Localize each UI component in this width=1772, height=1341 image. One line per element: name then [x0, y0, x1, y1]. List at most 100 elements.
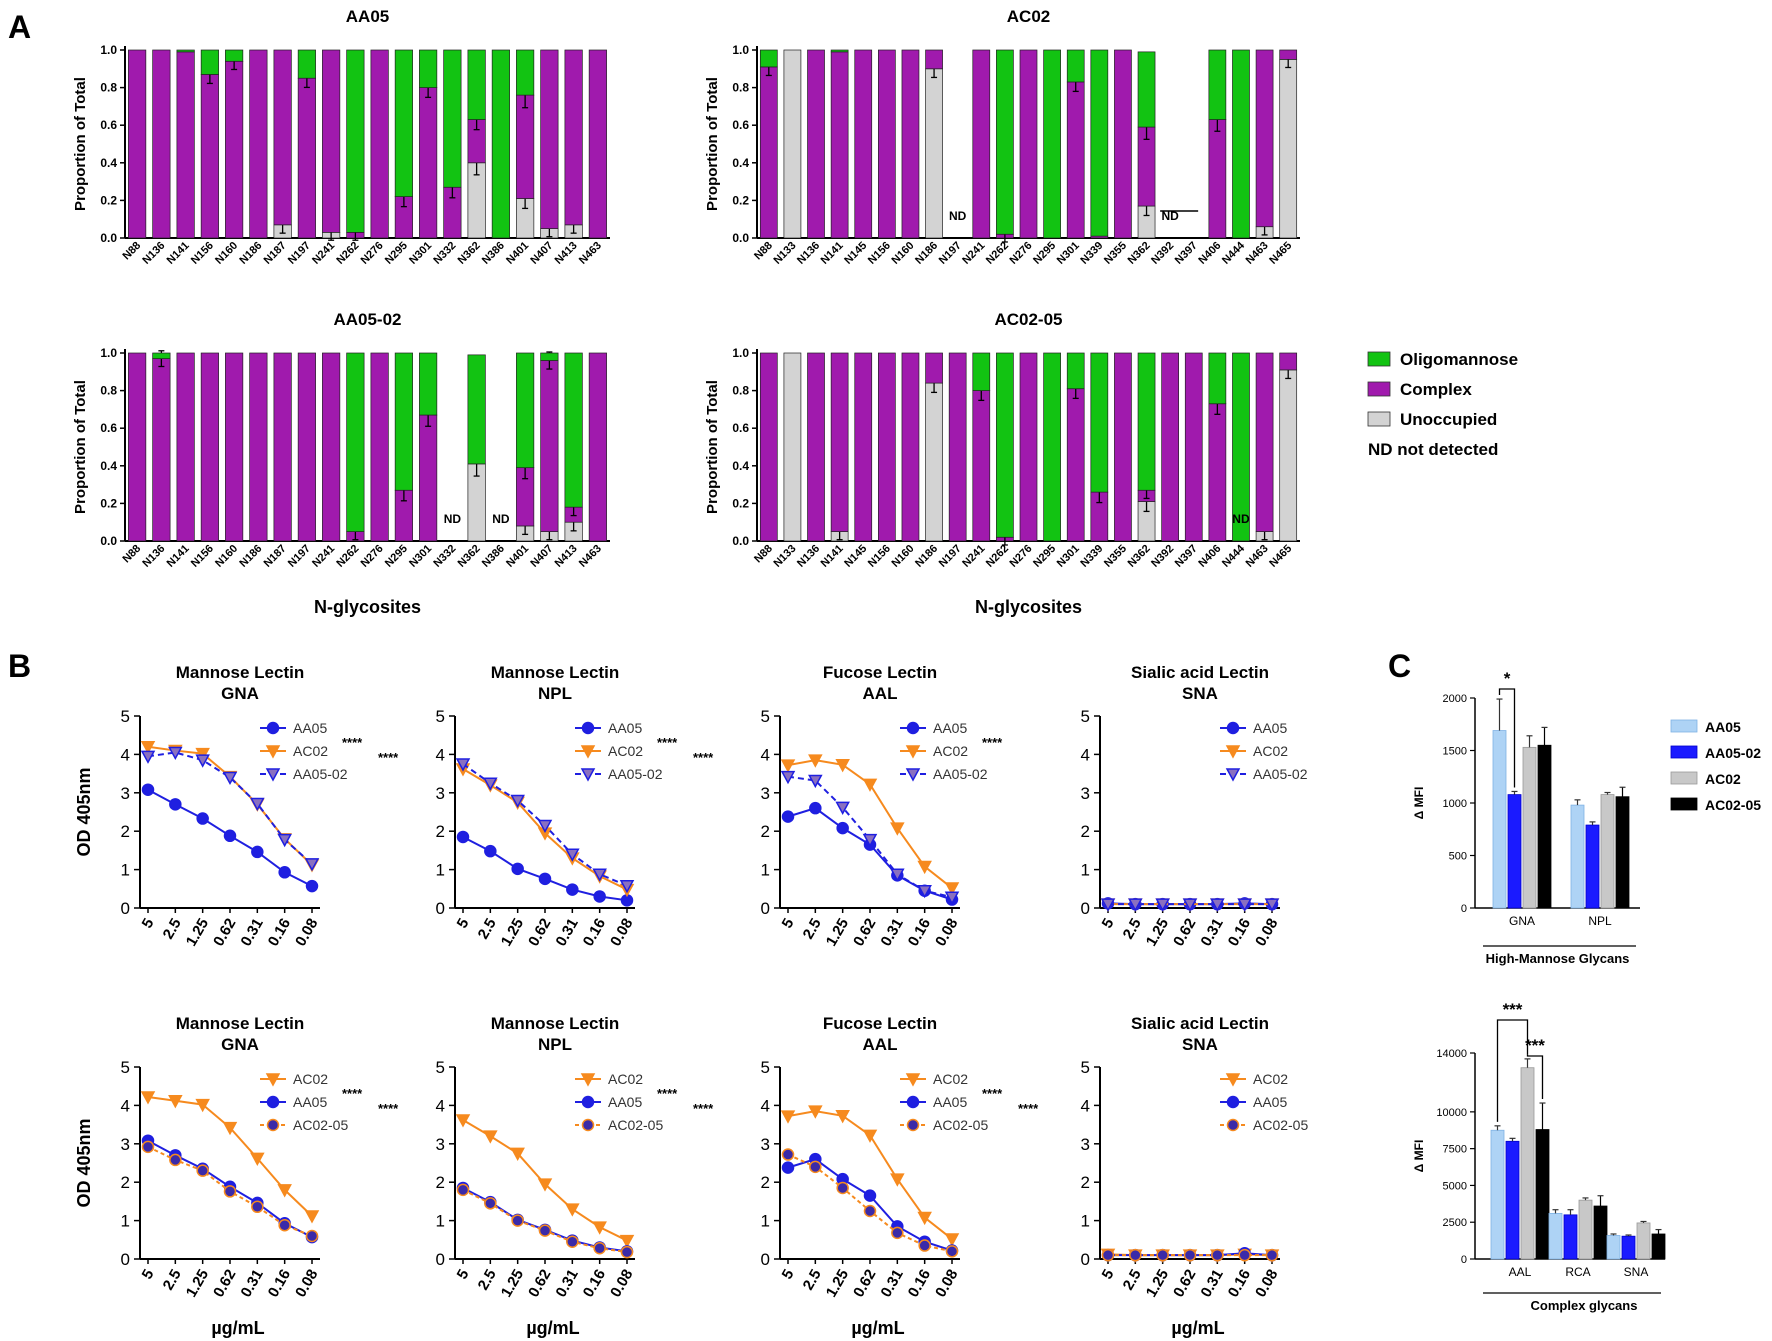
data-point-ac02-05 [305, 1229, 319, 1243]
legend-swatch-ac02 [1670, 771, 1698, 785]
data-point-aa05-02 [592, 868, 607, 882]
x-tick-label: 1.25 [823, 916, 852, 950]
data-point-ac02-05 [1101, 1248, 1115, 1262]
bar-segment-complex [152, 358, 171, 542]
y-tick-label: 2 [761, 822, 770, 841]
data-point-ac02 [780, 759, 796, 773]
data-point-ac02 [944, 882, 960, 896]
bar-segment-oligomannose [346, 49, 365, 233]
bar-segment-oligomannose [1232, 352, 1250, 542]
bar-segment-complex [1255, 352, 1274, 532]
data-point-aa05 [566, 883, 579, 896]
bar-segment-oligomannose [1137, 51, 1156, 128]
x-tick-label: N386 [480, 543, 507, 570]
data-point-ac02-05 [891, 1226, 904, 1240]
data-point-aa05-02 [483, 777, 498, 791]
x-tick-label: 0.62 [1170, 916, 1199, 950]
x-tick-label: 0.16 [905, 916, 934, 950]
x-tick-label: N301 [407, 240, 434, 267]
x-tick-label: RCA [1565, 1265, 1590, 1279]
bar-segment-complex [200, 352, 219, 542]
x-tick-label: N463 [577, 240, 604, 267]
chart-title-line1: Fucose Lectin [823, 663, 937, 682]
data-point-ac02-05 [809, 1160, 822, 1174]
x-tick-label: N397 [1173, 240, 1200, 267]
legend-label: ND not detected [1368, 440, 1498, 459]
x-tick-label: N401 [504, 240, 531, 267]
bar-segment-oligomannose [152, 352, 171, 359]
legend-label: AC02 [933, 1071, 968, 1087]
bar-aa05 [1548, 1212, 1563, 1260]
data-point-aa05-02 [1182, 898, 1198, 912]
bar-segment-unoccupied [925, 68, 943, 239]
y-tick-label: 2 [761, 1173, 770, 1192]
stacked-bar-chart-aa05: AA05 0.0 0.2 0.4 0.6 0.8 1.0 Proportion of Tota… [72, 7, 610, 267]
legend-marker [266, 721, 280, 735]
x-tick-label: N276 [1008, 543, 1035, 570]
data-point-ac02-05 [593, 1241, 606, 1255]
bar-segment-oligomannose [1043, 49, 1061, 239]
x-tick-label: N156 [866, 240, 893, 267]
legend-label: AA05 [933, 720, 967, 736]
x-tick-label: N386 [480, 240, 507, 267]
x-tick-label: N145 [842, 240, 869, 267]
legend-label: AA05-02 [608, 766, 663, 782]
x-tick-label: 0.16 [1225, 1267, 1254, 1301]
x-tick-label: N187 [262, 543, 289, 570]
legend-swatch-unoccupied [1367, 411, 1391, 427]
data-point-ac02 [862, 778, 878, 792]
x-tick-label: N276 [1008, 240, 1035, 267]
bar-ac02-05 [1615, 796, 1630, 909]
bar-segment-oligomannose [996, 352, 1014, 538]
legend-marker [581, 1118, 595, 1132]
nd-label: ND [1161, 209, 1179, 223]
data-point-ac02-05 [566, 1235, 579, 1248]
data-point-aa05-02 [835, 801, 850, 815]
y-tick-label: 1 [761, 1212, 770, 1231]
bar-segment-oligomannose [297, 49, 316, 79]
legend-marker [1226, 1118, 1240, 1132]
bar-segment-unoccupied [1279, 59, 1298, 239]
bar-segment-complex [273, 352, 292, 542]
significance-marker: *** [1525, 1036, 1545, 1055]
bar-segment-oligomannose [225, 49, 244, 62]
y-tick-label: 5000 [1443, 1180, 1467, 1192]
legend-swatch-oligomannose [1367, 351, 1391, 367]
data-point-ac02-05 [1265, 1248, 1279, 1262]
y-tick-label: 1.0 [100, 346, 117, 360]
x-tick-label: N141 [165, 240, 192, 267]
y-tick-label: 3 [761, 784, 770, 803]
legend-marker [1225, 1073, 1241, 1087]
legend-marker [581, 1095, 595, 1109]
x-tick-label: 0.16 [580, 1267, 609, 1301]
data-point-aa05-02 [917, 884, 932, 899]
bar-segment-complex [830, 51, 849, 239]
data-point-aa05 [305, 879, 319, 893]
data-point-aa05 [456, 830, 470, 844]
bar-segment-complex [419, 414, 438, 542]
bar-segment-unoccupied [783, 352, 802, 542]
y-tick-label: 5 [436, 707, 445, 726]
data-point-ac02-05 [169, 1153, 182, 1167]
bar-segment-oligomannose [491, 49, 510, 239]
legend-label: AA05-02 [1705, 745, 1761, 761]
legend-label: AC02 [1253, 1071, 1288, 1087]
bar-segment-oligomannose [1090, 49, 1109, 237]
x-tick-label: N397 [1173, 543, 1200, 570]
data-point-aa05 [196, 812, 209, 825]
group-label: High-Mannose Glycans [1486, 951, 1630, 966]
x-tick-label: 0.62 [850, 916, 879, 950]
bar-segment-complex [128, 352, 147, 542]
data-point-ac02 [808, 1105, 823, 1119]
x-tick-label: N186 [237, 240, 264, 267]
data-point-ac02-05 [945, 1245, 959, 1258]
x-tick-label: 2.5 [160, 1267, 185, 1294]
x-tick-label: N463 [1244, 543, 1271, 570]
data-point-ac02 [835, 1110, 850, 1124]
bar-segment-complex [759, 66, 778, 239]
x-tick-label: N463 [577, 543, 604, 570]
x-tick-label: N463 [1244, 240, 1271, 267]
legend-marker [265, 768, 281, 782]
y-axis-label: Proportion of Total [704, 380, 721, 514]
bar-segment-oligomannose [176, 49, 195, 53]
